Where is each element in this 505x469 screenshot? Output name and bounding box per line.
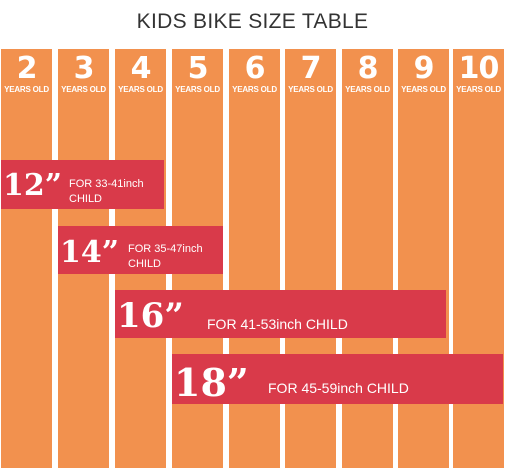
age-unit-label: YEARS OLD: [118, 85, 163, 94]
size-band-16: 16” FOR 41-53inch CHILD: [115, 290, 446, 338]
age-unit-label: YEARS OLD: [232, 85, 277, 94]
wheel-size-label: 14”: [60, 235, 120, 270]
age-unit-label: YEARS OLD: [288, 85, 333, 94]
height-range-label: FOR 33-41inch: [69, 178, 144, 190]
wheel-size-label: 18”: [174, 360, 249, 405]
age-column-9: 9 YEARS OLD: [398, 49, 449, 468]
age-unit-label: YEARS OLD: [61, 85, 106, 94]
height-range-label: FOR 45-59inch CHILD: [268, 380, 409, 396]
age-unit-label: YEARS OLD: [401, 85, 446, 94]
age-number: 5: [187, 51, 209, 86]
age-number: 10: [458, 51, 500, 86]
age-column-6: 6 YEARS OLD: [229, 49, 280, 468]
age-number: 4: [130, 51, 152, 86]
age-unit-label: YEARS OLD: [175, 85, 220, 94]
page-title: KIDS BIKE SIZE TABLE: [136, 10, 369, 33]
age-unit-label: YEARS OLD: [456, 85, 501, 94]
age-unit-label: YEARS OLD: [4, 85, 49, 94]
size-band-18: 18” FOR 45-59inch CHILD: [172, 354, 503, 405]
age-number: 6: [244, 51, 266, 86]
wheel-size-label: 16”: [117, 296, 184, 336]
age-column-8: 8 YEARS OLD: [342, 49, 393, 468]
age-number: 7: [300, 51, 322, 86]
age-number: 3: [73, 51, 95, 86]
age-number: 2: [16, 51, 38, 86]
size-band-12: 12” FOR 33-41inch CHILD: [1, 160, 164, 209]
age-column-7: 7 YEARS OLD: [285, 49, 336, 468]
wheel-size-label: 12”: [3, 168, 63, 203]
age-column-10: 10 YEARS OLD: [453, 49, 504, 468]
age-number: 9: [413, 51, 435, 86]
size-band-14: 14” FOR 35-47inch CHILD: [58, 226, 223, 274]
height-range-label-line2: CHILD: [128, 258, 162, 270]
age-column-2: 2 YEARS OLD: [1, 49, 52, 468]
age-number: 8: [357, 51, 379, 86]
height-range-label-line2: CHILD: [69, 193, 103, 205]
height-range-label: FOR 35-47inch: [128, 243, 203, 255]
height-range-label: FOR 41-53inch CHILD: [207, 316, 348, 332]
age-unit-label: YEARS OLD: [345, 85, 390, 94]
